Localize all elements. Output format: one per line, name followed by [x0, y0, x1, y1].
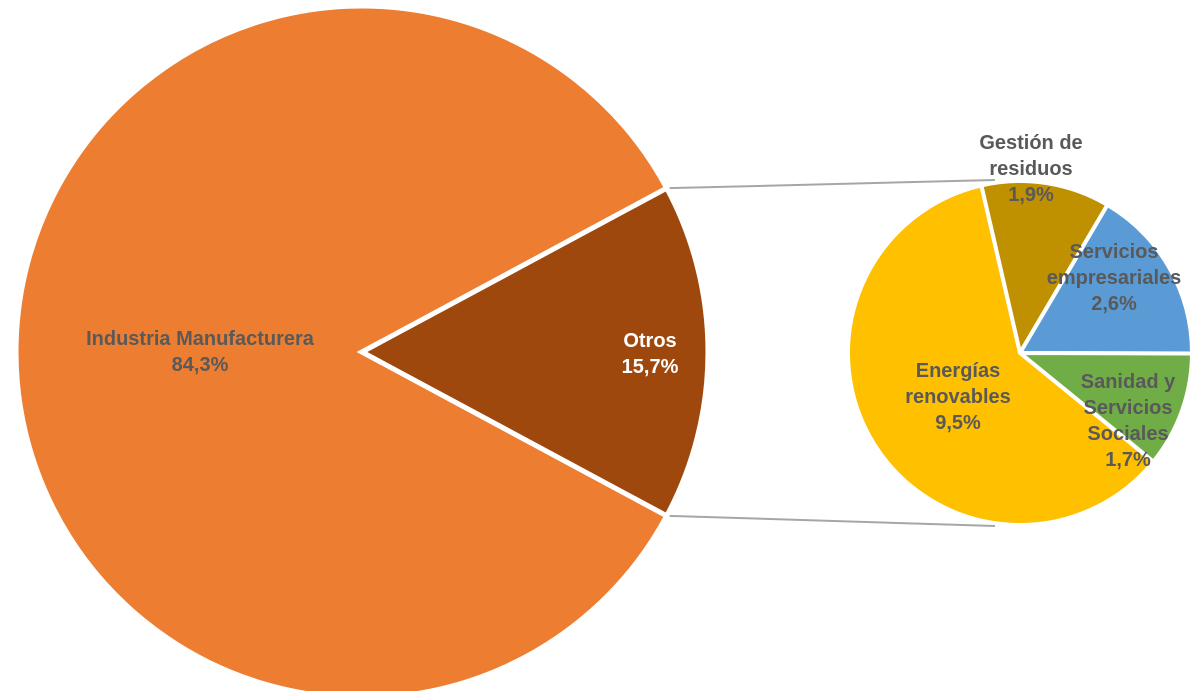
- slice-servicios-empresariales: [1016, 202, 1195, 356]
- slice-gestion-de-residuos: [978, 179, 1111, 359]
- slice-industria-manufacturera: [13, 3, 671, 691]
- sanidad-y-servicios-sociales-name: Sanidad y: [1081, 371, 1176, 393]
- connector-bottom-line: [668, 514, 996, 527]
- slice-otros: [356, 184, 711, 520]
- sanidad-y-servicios-sociales-name: Servicios: [1084, 397, 1173, 419]
- servicios-empresariales-label: Servicios empresariales 2,6%: [1047, 241, 1182, 315]
- connector-top-line: [668, 179, 996, 190]
- slice-sanidad-y-servicios-sociales: [1014, 350, 1195, 465]
- servicios-empresariales-name: Servicios: [1070, 241, 1159, 263]
- slice-energias-renovables: [846, 183, 1157, 527]
- main-pie: [13, 3, 711, 691]
- energias-renovables-name: Energías: [916, 360, 1000, 382]
- sanidad-y-servicios-sociales-name: Sociales: [1087, 423, 1168, 445]
- sanidad-y-servicios-sociales-label: Sanidad y Servicios Sociales 1,7%: [1081, 371, 1176, 471]
- sanidad-y-servicios-sociales-value: 1,7%: [1105, 449, 1151, 471]
- energias-renovables-name: renovables: [905, 386, 1011, 408]
- otros-value: 15,7%: [622, 356, 679, 378]
- gestion-de-residuos-label: Gestión de residuos 1,9%: [979, 132, 1082, 206]
- otros-name: Otros: [623, 330, 676, 352]
- gestion-de-residuos-name: residuos: [989, 158, 1072, 180]
- servicios-empresariales-name: empresariales: [1047, 267, 1182, 289]
- industria-manufacturera-label: Industria Manufacturera 84,3%: [86, 328, 315, 376]
- energias-renovables-value: 9,5%: [935, 412, 981, 434]
- data-labels: Industria Manufacturera 84,3% Otros 15,7% Ge…: [86, 132, 1181, 471]
- secondary-pie: [846, 179, 1195, 527]
- energias-renovables-label: Energías renovables 9,5%: [905, 360, 1011, 434]
- otros-label: Otros 15,7%: [622, 330, 679, 378]
- servicios-empresariales-value: 2,6%: [1091, 293, 1137, 315]
- gestion-de-residuos-value: 1,9%: [1008, 184, 1054, 206]
- industria-manufacturera-name: Industria Manufacturera: [86, 328, 315, 350]
- gestion-de-residuos-name: Gestión de: [979, 132, 1082, 154]
- industria-manufacturera-value: 84,3%: [172, 354, 229, 376]
- connector-lines: [668, 179, 996, 527]
